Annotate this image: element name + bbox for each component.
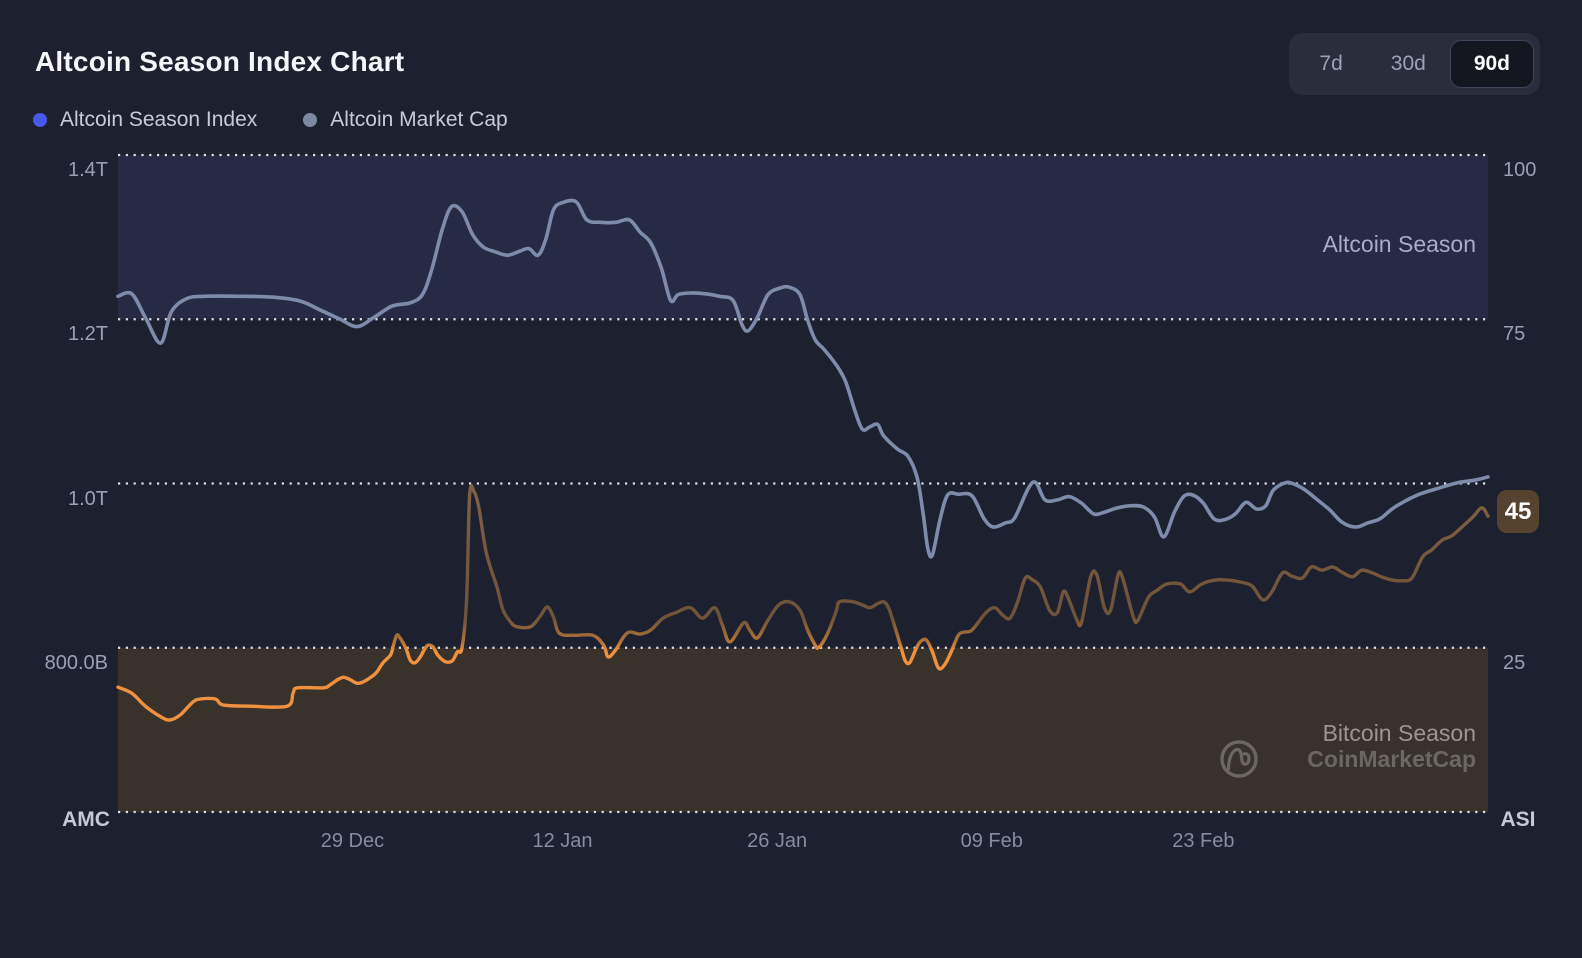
right-axis-tick: 75: [1503, 323, 1526, 346]
left-axis-tick: 1.4T: [67, 159, 108, 181]
legend-item-altcoin-market-cap[interactable]: Altcoin Market Cap: [303, 108, 508, 132]
left-axis-tick: 1.2T: [67, 323, 108, 346]
right-axis-tick: 100: [1503, 159, 1537, 181]
legend-item-altcoin-season-index[interactable]: Altcoin Season Index: [33, 108, 257, 132]
coinmarketcap-logo-icon: [1220, 740, 1258, 778]
series-lines: [116, 198, 1490, 722]
x-axis-tick: 29 Dec: [320, 830, 385, 852]
current-value-badge: 45: [1497, 490, 1539, 533]
bitcoin-season-band-label: Bitcoin Season: [1322, 720, 1476, 746]
amc-line: [116, 198, 1490, 559]
left-axis-corner-label: AMC: [62, 808, 110, 831]
asi-line: [116, 484, 1490, 722]
legend: Altcoin Season Index Altcoin Market Cap: [33, 108, 508, 132]
range-button-90d[interactable]: 90d: [1449, 40, 1534, 88]
range-button-30d[interactable]: 30d: [1367, 40, 1450, 88]
legend-label: Altcoin Season Index: [60, 108, 258, 131]
altcoin-season-band-label: Altcoin Season: [1322, 231, 1476, 257]
legend-dot-icon: [33, 113, 47, 127]
range-selector: 7d 30d 90d: [1289, 33, 1540, 95]
left-axis-tick: 1.0T: [67, 487, 108, 510]
x-axis-tick: 23 Feb: [1172, 830, 1235, 852]
right-axis-tick: 25: [1503, 651, 1526, 674]
left-axis-tick: 800.0B: [44, 651, 108, 674]
page-title: Altcoin Season Index Chart: [35, 46, 405, 77]
x-axis-tick: 26 Jan: [747, 830, 808, 852]
range-button-7d[interactable]: 7d: [1295, 40, 1366, 88]
legend-dot-icon: [303, 113, 318, 127]
x-axis-tick: 12 Jan: [532, 830, 593, 852]
watermark-brand: CoinMarketCap: [1307, 746, 1476, 772]
season-bands: [118, 155, 1488, 812]
gridlines: [118, 153, 1488, 814]
legend-label: Altcoin Market Cap: [330, 108, 508, 131]
x-axis-tick: 09 Feb: [960, 830, 1023, 852]
right-axis-corner-label: ASI: [1500, 808, 1536, 831]
